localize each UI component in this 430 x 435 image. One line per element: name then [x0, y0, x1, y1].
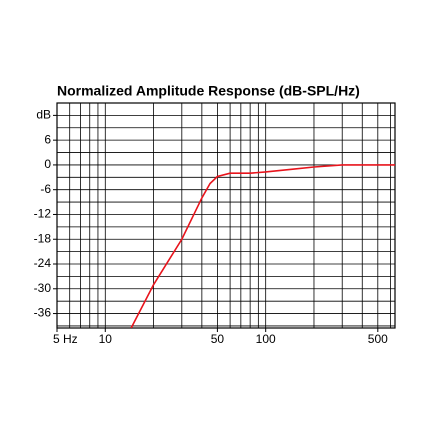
y-tick-label: -12 [34, 207, 52, 221]
y-tick-label: -18 [34, 231, 52, 245]
y-tick-label: 6 [44, 132, 51, 146]
response-curve [130, 164, 395, 328]
plot-frame [56, 102, 396, 329]
y-tick-label: -30 [34, 281, 52, 295]
x-tick-label: 5 Hz [53, 332, 78, 346]
y-tick-label: dB [36, 108, 51, 122]
x-tick-label: 500 [368, 332, 388, 346]
y-tick-label: 0 [44, 157, 51, 171]
y-tick-label: -6 [40, 182, 51, 196]
y-tick-label: -24 [34, 256, 52, 270]
x-tick-label: 100 [256, 332, 276, 346]
x-tick-label: 10 [99, 332, 113, 346]
chart-title: Normalized Amplitude Response (dB-SPL/Hz… [57, 83, 360, 99]
y-tick-label: -36 [34, 306, 52, 320]
x-tick-label: 50 [211, 332, 225, 346]
